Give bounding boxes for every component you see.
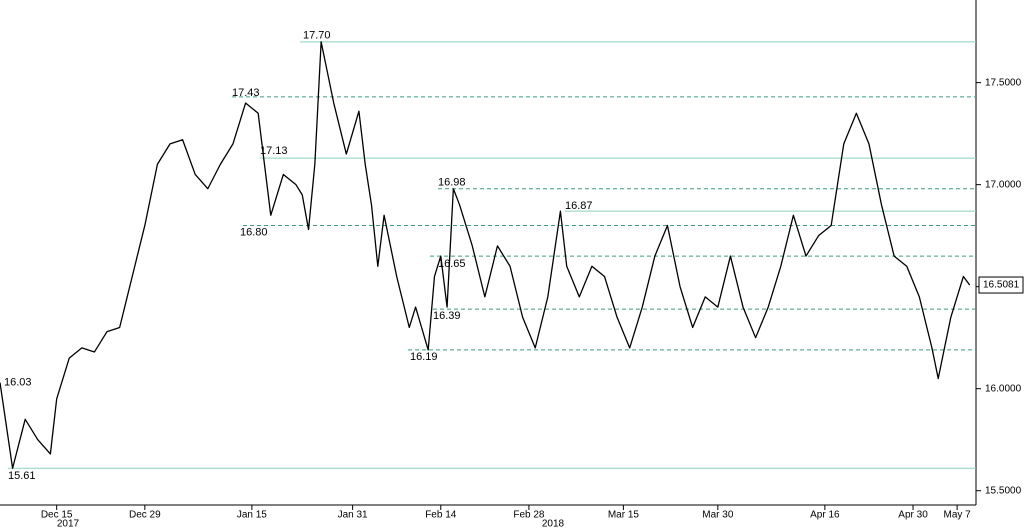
price-line — [0, 41, 971, 469]
level-label: 16.39 — [433, 310, 461, 322]
level-label: 16.98 — [438, 177, 466, 189]
x-tick-label: Feb 14 — [425, 510, 457, 521]
level-label: 17.43 — [232, 87, 260, 99]
x-tick-label: Dec 29 — [129, 510, 161, 521]
year-label: 2017 — [57, 519, 80, 529]
y-tick-label: 17.5000 — [985, 77, 1022, 88]
level-label: 16.87 — [565, 200, 593, 212]
annotation: 16.03 — [4, 376, 32, 388]
y-tick-label: 15.5000 — [985, 485, 1022, 496]
x-tick-label: Apr 16 — [810, 510, 840, 521]
level-label: 16.65 — [438, 258, 466, 270]
last-price-label: 16.5081 — [983, 280, 1020, 291]
y-tick-label: 17.0000 — [985, 179, 1022, 190]
x-tick-label: Apr 30 — [898, 510, 928, 521]
level-label: 15.61 — [8, 470, 36, 482]
year-label: 2018 — [542, 519, 565, 529]
y-tick-label: 16.0000 — [985, 383, 1022, 394]
x-tick-label: May 7 — [943, 510, 971, 521]
x-tick-label: Feb 28 — [513, 510, 545, 521]
x-tick-label: Mar 30 — [702, 510, 734, 521]
level-label: 17.13 — [260, 145, 288, 157]
x-tick-label: Dec 15 — [41, 510, 73, 521]
x-tick-label: Jan 15 — [237, 510, 267, 521]
level-label: 16.80 — [240, 226, 268, 238]
last-price-box — [978, 276, 1024, 294]
x-tick-label: Jan 31 — [338, 510, 368, 521]
x-tick-label: Mar 15 — [608, 510, 640, 521]
level-label: 17.70 — [303, 30, 331, 42]
level-label: 16.19 — [410, 351, 438, 363]
